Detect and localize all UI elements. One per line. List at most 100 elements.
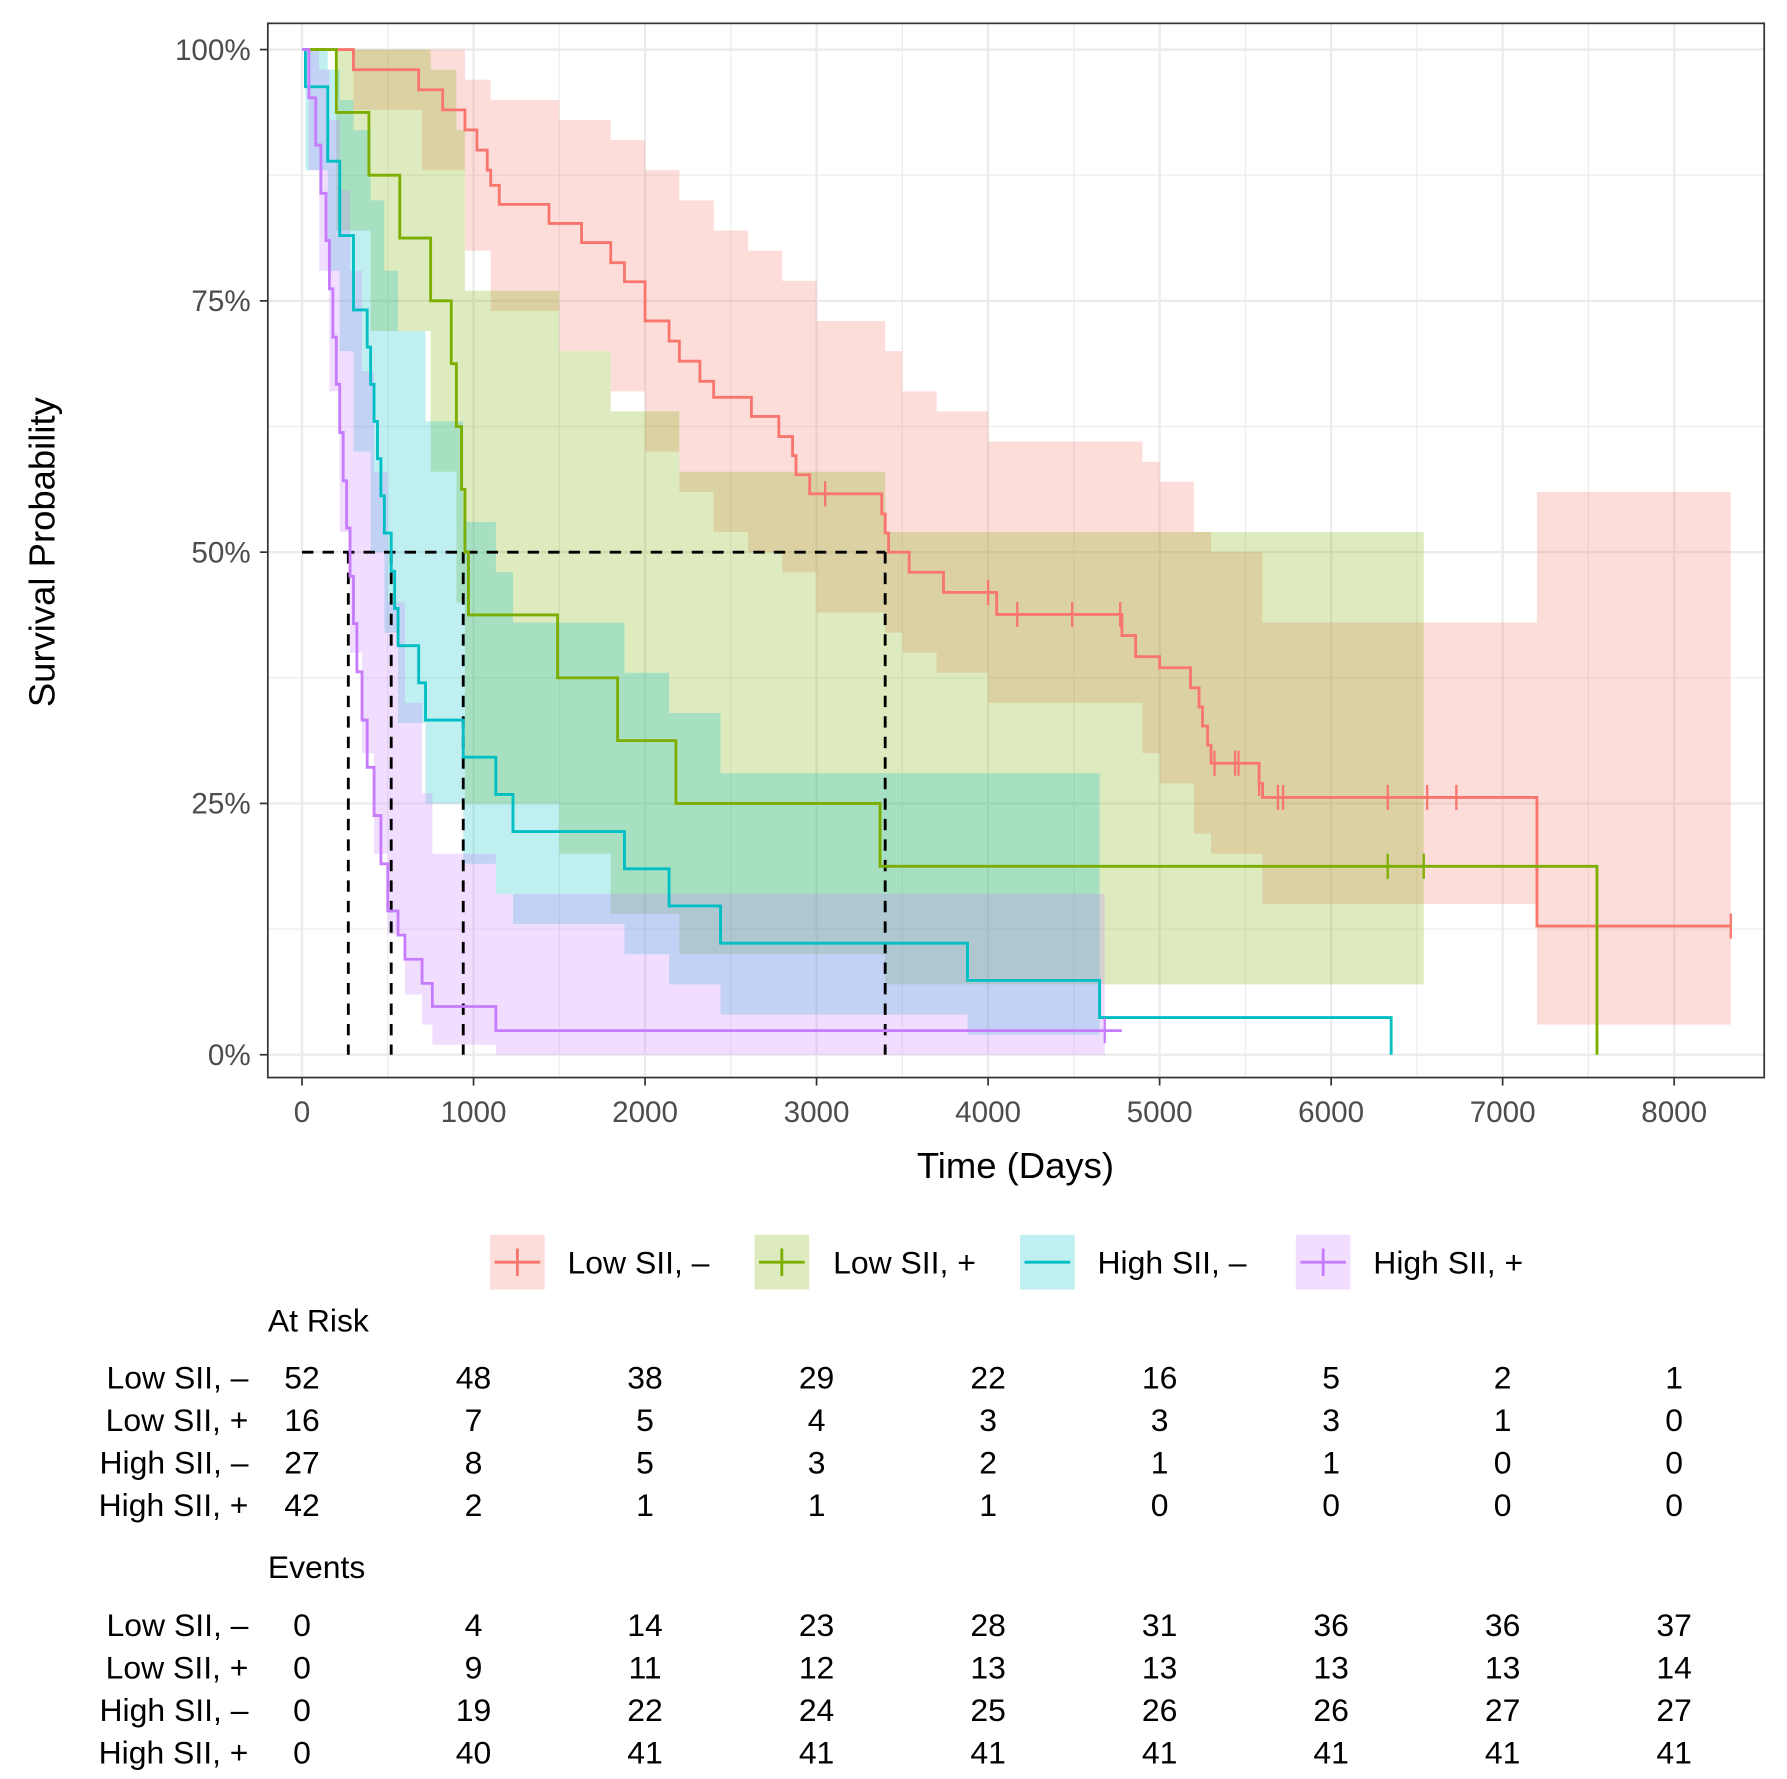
ci-band-3 (302, 49, 1105, 1055)
table-cell: 12 (799, 1649, 835, 1685)
y-tick-label: 0% (208, 1039, 251, 1072)
survival-curve-3 (302, 48, 1122, 1033)
table-cell: 1 (1151, 1445, 1169, 1481)
table-cell: 4 (808, 1402, 826, 1438)
table-cell: 5 (1322, 1360, 1340, 1396)
table-cell: 23 (799, 1607, 835, 1643)
legend-label-1: Low SII, + (833, 1245, 976, 1281)
table-cell: 41 (970, 1735, 1006, 1771)
table-cell: 26 (1142, 1692, 1178, 1728)
table-cell: 27 (1485, 1692, 1521, 1728)
table-cell: 1 (1665, 1360, 1683, 1396)
table-cell: 3 (979, 1402, 997, 1438)
table-cell: 41 (627, 1735, 663, 1771)
table-cell: 13 (1485, 1649, 1521, 1685)
table-cell: 7 (465, 1402, 483, 1438)
plot-panel (267, 23, 1765, 1078)
table-cell: 29 (799, 1360, 835, 1396)
table-cell: 0 (1151, 1487, 1169, 1523)
table-cell: 41 (1142, 1735, 1178, 1771)
table-cell: 19 (456, 1692, 492, 1728)
table-cell: 13 (1313, 1649, 1349, 1685)
table-row-label: Low SII, + (106, 1649, 249, 1685)
table-cell: 27 (284, 1445, 320, 1481)
table-row-label: High SII, – (99, 1692, 248, 1728)
survival-curve-2 (302, 48, 1393, 1055)
table-cell: 1 (979, 1487, 997, 1523)
table-cell: 22 (627, 1692, 663, 1728)
table-row-label: High SII, – (99, 1445, 248, 1481)
legend-label-2: High SII, – (1098, 1245, 1247, 1281)
table-cell: 16 (1142, 1360, 1178, 1396)
table-cell: 2 (1494, 1360, 1512, 1396)
table-cell: 3 (1322, 1402, 1340, 1438)
table-row-label: High SII, + (99, 1487, 249, 1523)
table-cell: 27 (1656, 1692, 1692, 1728)
table-cell: 14 (627, 1607, 663, 1643)
table-row-label: Low SII, + (106, 1402, 249, 1438)
table-cell: 5 (636, 1445, 654, 1481)
x-tick-label: 1000 (441, 1096, 507, 1129)
table-cell: 31 (1142, 1607, 1178, 1643)
table-cell: 0 (1665, 1445, 1683, 1481)
x-tick-label: 5000 (1127, 1096, 1193, 1129)
table-cell: 41 (1485, 1735, 1521, 1771)
x-tick-label: 4000 (955, 1096, 1021, 1129)
table-cell: 37 (1656, 1607, 1692, 1643)
table-cell: 26 (1313, 1692, 1349, 1728)
table-cell: 1 (636, 1487, 654, 1523)
table-cell: 0 (1322, 1487, 1340, 1523)
table-cell: 3 (1151, 1402, 1169, 1438)
table-cell: 0 (293, 1735, 311, 1771)
table-cell: 41 (1656, 1735, 1692, 1771)
table-cell: 0 (1665, 1402, 1683, 1438)
table-cell: 25 (970, 1692, 1006, 1728)
y-tick-label: 75% (191, 285, 250, 318)
x-tick-label: 8000 (1641, 1096, 1707, 1129)
table-cell: 0 (293, 1692, 311, 1728)
events-title: Events (268, 1549, 366, 1585)
table-cell: 24 (799, 1692, 835, 1728)
table-cell: 1 (808, 1487, 826, 1523)
y-tick-label: 100% (175, 34, 251, 67)
table-cell: 40 (456, 1735, 492, 1771)
table-cell: 1 (1494, 1402, 1512, 1438)
table-cell: 4 (465, 1607, 483, 1643)
table-cell: 36 (1485, 1607, 1521, 1643)
table-cell: 16 (284, 1402, 320, 1438)
at-risk-title: At Risk (268, 1303, 369, 1339)
table-row-label: Low SII, – (107, 1360, 249, 1396)
survival-curve-0 (302, 48, 1731, 928)
table-cell: 0 (1494, 1487, 1512, 1523)
table-cell: 48 (456, 1360, 492, 1396)
legend-label-3: High SII, + (1373, 1245, 1523, 1281)
table-cell: 13 (1142, 1649, 1178, 1685)
ci-band-1 (302, 49, 1424, 985)
table-cell: 28 (970, 1607, 1006, 1643)
x-tick-label: 7000 (1470, 1096, 1536, 1129)
table-cell: 2 (465, 1487, 483, 1523)
table-cell: 5 (636, 1402, 654, 1438)
x-tick-label: 6000 (1298, 1096, 1364, 1129)
table-cell: 2 (979, 1445, 997, 1481)
y-tick-label: 50% (191, 536, 250, 569)
table-cell: 0 (293, 1607, 311, 1643)
table-cell: 1 (1322, 1445, 1340, 1481)
table-row-label: High SII, + (99, 1735, 249, 1771)
ci-band-0 (302, 49, 1731, 1025)
table-cell: 0 (293, 1649, 311, 1685)
y-tick-label: 25% (191, 788, 250, 821)
table-cell: 0 (1494, 1445, 1512, 1481)
table-row-label: Low SII, – (107, 1607, 249, 1643)
table-cell: 11 (628, 1649, 661, 1685)
table-cell: 41 (799, 1735, 835, 1771)
table-cell: 52 (284, 1360, 320, 1396)
table-cell: 22 (970, 1360, 1006, 1396)
legend-label-0: Low SII, – (568, 1245, 710, 1281)
table-cell: 41 (1313, 1735, 1349, 1771)
x-axis-title: Time (Days) (917, 1145, 1114, 1186)
ci-band-2 (302, 49, 1100, 1035)
table-cell: 42 (284, 1487, 320, 1523)
x-tick-label: 2000 (612, 1096, 678, 1129)
table-cell: 9 (465, 1649, 483, 1685)
